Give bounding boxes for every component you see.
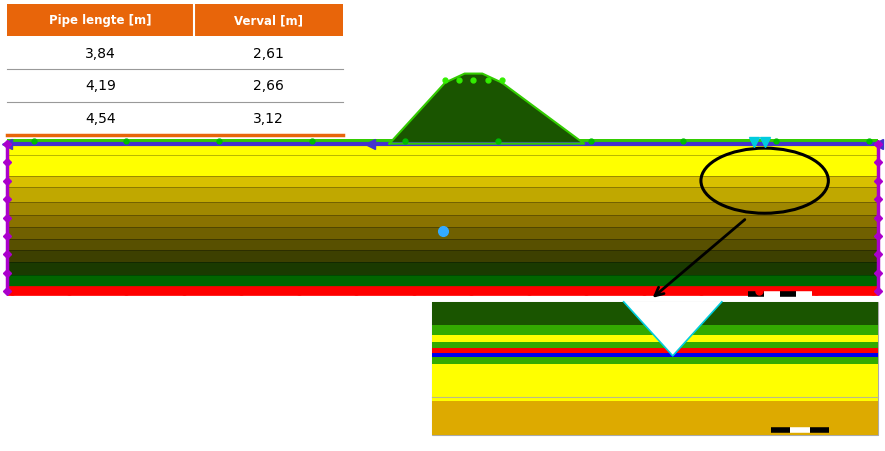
Text: 2,66: 2,66 xyxy=(253,79,284,93)
Bar xyxy=(432,358,878,364)
Bar xyxy=(432,335,878,342)
Text: 4,54: 4,54 xyxy=(85,112,116,126)
Bar xyxy=(432,342,878,348)
Bar xyxy=(7,239,878,251)
Bar xyxy=(7,202,878,216)
Text: 3,12: 3,12 xyxy=(253,112,284,126)
Bar xyxy=(7,103,343,135)
Bar xyxy=(432,401,878,435)
Bar xyxy=(7,227,878,239)
Bar xyxy=(7,176,878,188)
Polygon shape xyxy=(624,302,722,356)
Bar xyxy=(7,251,878,262)
Bar xyxy=(432,353,878,358)
Bar xyxy=(432,348,878,353)
Bar xyxy=(7,5,343,37)
Bar xyxy=(584,140,878,144)
Text: 2,61: 2,61 xyxy=(253,46,284,60)
Bar xyxy=(432,326,878,335)
Bar xyxy=(7,216,878,227)
Bar xyxy=(7,156,878,176)
Text: 4,19: 4,19 xyxy=(85,79,116,93)
Bar xyxy=(432,302,878,326)
Bar xyxy=(432,302,878,435)
Bar xyxy=(432,364,878,401)
Bar xyxy=(7,37,343,70)
Bar xyxy=(7,70,343,102)
Bar xyxy=(7,188,878,202)
Text: Verval [m]: Verval [m] xyxy=(234,14,303,28)
Polygon shape xyxy=(389,74,584,144)
Text: Pipe lengte [m]: Pipe lengte [m] xyxy=(50,14,151,28)
Bar xyxy=(7,140,878,144)
Bar xyxy=(7,276,878,290)
Bar xyxy=(7,262,878,276)
Text: 3,84: 3,84 xyxy=(85,46,116,60)
Bar xyxy=(7,144,878,156)
